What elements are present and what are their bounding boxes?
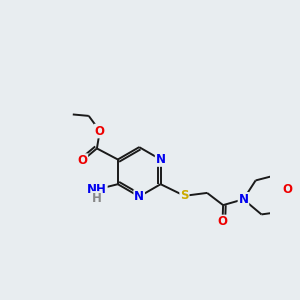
Text: O: O [95,124,105,137]
Text: S: S [180,189,189,202]
Text: O: O [218,215,227,229]
Text: H: H [92,192,102,205]
Text: N: N [156,153,166,166]
Text: O: O [77,154,87,167]
Text: N: N [238,193,248,206]
Text: NH: NH [87,183,107,196]
Text: N: N [134,190,144,203]
Text: O: O [283,183,292,196]
